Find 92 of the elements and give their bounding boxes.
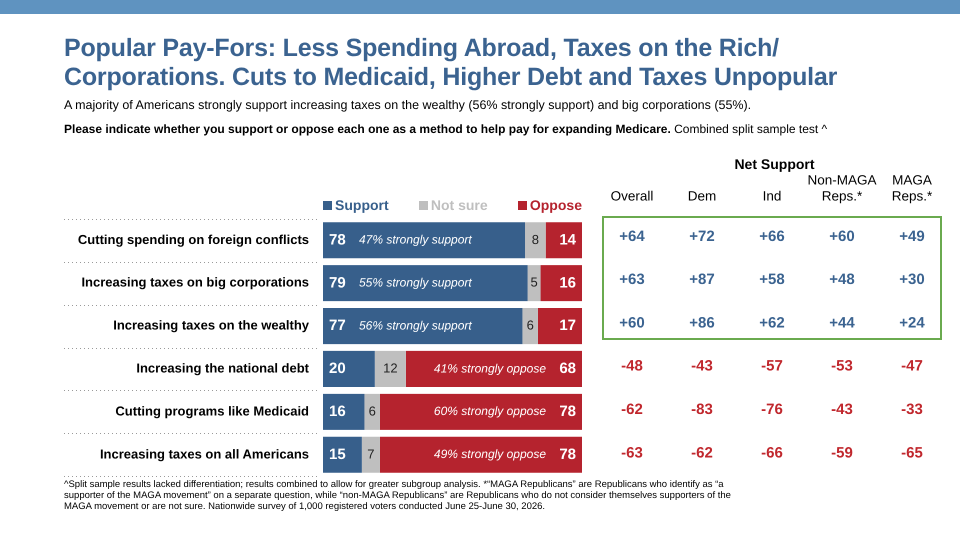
data-label: -76 xyxy=(761,400,783,418)
data-label: 5 xyxy=(530,274,538,290)
annotation: 56% strongly support xyxy=(359,318,472,332)
data-label: +30 xyxy=(899,271,925,288)
y-tick-label: Increasing taxes on the wealthy xyxy=(113,318,310,333)
data-label: +49 xyxy=(899,228,925,245)
legend-label: Support xyxy=(335,197,389,213)
annotation: ^Split sample results lacked differentiation; results combined to allow for greater subgroup analysis. *“MAGA Republicans” are Republicans who identify as “a supporter of the MAGA movement” on a separate question, while “non-MAGA Republicans” are Republicans who do not consider themselves supporters of the MAGA movement or are not sure. Nationwide survey of 1,000 registered voters conducted June 25-June 30, 2026. xyxy=(64,479,732,512)
bar xyxy=(362,436,380,473)
data-label: +72 xyxy=(689,228,715,245)
bar xyxy=(538,308,582,344)
bar xyxy=(406,350,582,387)
data-label: -66 xyxy=(761,444,783,462)
text: Please indicate whether you support or oppose each one as a method to help pay for expanding Medicare. xyxy=(64,122,672,136)
legend-label: Oppose xyxy=(530,197,582,213)
data-label: 17 xyxy=(559,317,576,334)
bar xyxy=(323,222,526,258)
x-tick-label: MAGA Reps.* xyxy=(892,172,933,204)
data-label: 78 xyxy=(559,446,576,463)
annotation: 41% strongly oppose xyxy=(434,361,546,376)
data-label: 16 xyxy=(329,402,346,420)
bar xyxy=(374,350,406,387)
data-label: +48 xyxy=(829,271,855,288)
data-label: -62 xyxy=(621,400,643,418)
bar xyxy=(525,222,546,258)
data-label: +87 xyxy=(689,271,715,288)
annotation: 60% strongly oppose xyxy=(434,404,546,418)
chart-title: Popular Pay-Fors: Less Spending Abroad, Taxes on the Rich/ Corporations. Cuts to Medicaid, Higher Debt and Taxes Unpopular xyxy=(64,34,838,92)
y-tick-label: Cutting programs like Medicaid xyxy=(115,403,310,418)
data-label: -47 xyxy=(901,358,923,375)
data-label: 12 xyxy=(383,360,398,376)
x-tick-label: Non-MAGA Reps.* xyxy=(807,172,877,204)
data-label: -43 xyxy=(691,358,713,375)
data-label: +63 xyxy=(619,271,645,288)
y-tick-label: Increasing taxes on big corporations xyxy=(81,274,309,290)
data-label: 78 xyxy=(559,402,576,420)
bar xyxy=(546,222,582,258)
data-label: +62 xyxy=(759,314,785,332)
data-label: 16 xyxy=(559,274,576,292)
data-label: 6 xyxy=(526,318,534,333)
data-label: 79 xyxy=(329,274,346,292)
y-tick-label: Cutting spending on foreign conflicts xyxy=(78,232,309,247)
bar xyxy=(522,308,538,344)
x-tick-label: Ind xyxy=(762,188,782,204)
data-label: 68 xyxy=(559,360,576,378)
annotation: 47% strongly support xyxy=(359,232,472,247)
bar xyxy=(380,436,582,473)
legend-label: Not sure xyxy=(430,197,488,213)
bar xyxy=(528,265,541,302)
y-tick-label: Increasing the national debt xyxy=(136,360,310,376)
bar xyxy=(323,350,375,387)
data-label: -63 xyxy=(621,444,643,462)
data-label: -43 xyxy=(831,400,853,418)
data-label: +60 xyxy=(829,228,855,245)
data-label: 7 xyxy=(367,446,375,462)
data-label: +64 xyxy=(619,228,646,245)
chart-title: Net Support xyxy=(733,156,816,172)
data-label: 6 xyxy=(368,403,376,418)
data-label: -59 xyxy=(831,444,853,462)
data-label: +58 xyxy=(759,271,785,288)
bar xyxy=(323,265,528,302)
bar xyxy=(323,308,522,344)
data-label: -48 xyxy=(621,358,643,375)
data-label: -33 xyxy=(901,400,923,418)
data-label: 78 xyxy=(329,231,346,248)
annotation: 55% strongly support xyxy=(359,275,472,290)
annotation: 49% strongly oppose xyxy=(434,447,546,462)
data-label: 20 xyxy=(329,360,346,378)
data-label: 77 xyxy=(329,317,346,334)
data-label: +86 xyxy=(689,314,715,332)
data-label: +60 xyxy=(619,314,645,332)
data-label: 14 xyxy=(559,231,577,248)
bar xyxy=(380,394,582,430)
x-tick-label: Overall xyxy=(610,188,654,204)
data-label: -53 xyxy=(831,358,853,375)
data-label: +24 xyxy=(899,314,926,332)
bar xyxy=(323,436,362,473)
data-label: -57 xyxy=(761,358,783,375)
bar xyxy=(323,394,364,430)
data-label: 15 xyxy=(329,446,346,463)
text: Combined split sample test ^ xyxy=(674,122,828,136)
data-label: -83 xyxy=(691,400,713,418)
data-label: -65 xyxy=(901,444,923,462)
data-label: +66 xyxy=(759,228,785,245)
chart-subtitle: A majority of Americans strongly support increasing taxes on the wealthy (56% strongly support) and big corporations (55%). xyxy=(64,98,752,112)
x-tick-label: Dem xyxy=(688,188,716,204)
y-tick-label: Increasing taxes on all Americans xyxy=(100,446,309,462)
data-label: +44 xyxy=(829,314,856,332)
data-label: 8 xyxy=(532,232,539,247)
data-label: -62 xyxy=(691,444,713,462)
bar xyxy=(364,394,380,430)
bar xyxy=(540,265,582,302)
